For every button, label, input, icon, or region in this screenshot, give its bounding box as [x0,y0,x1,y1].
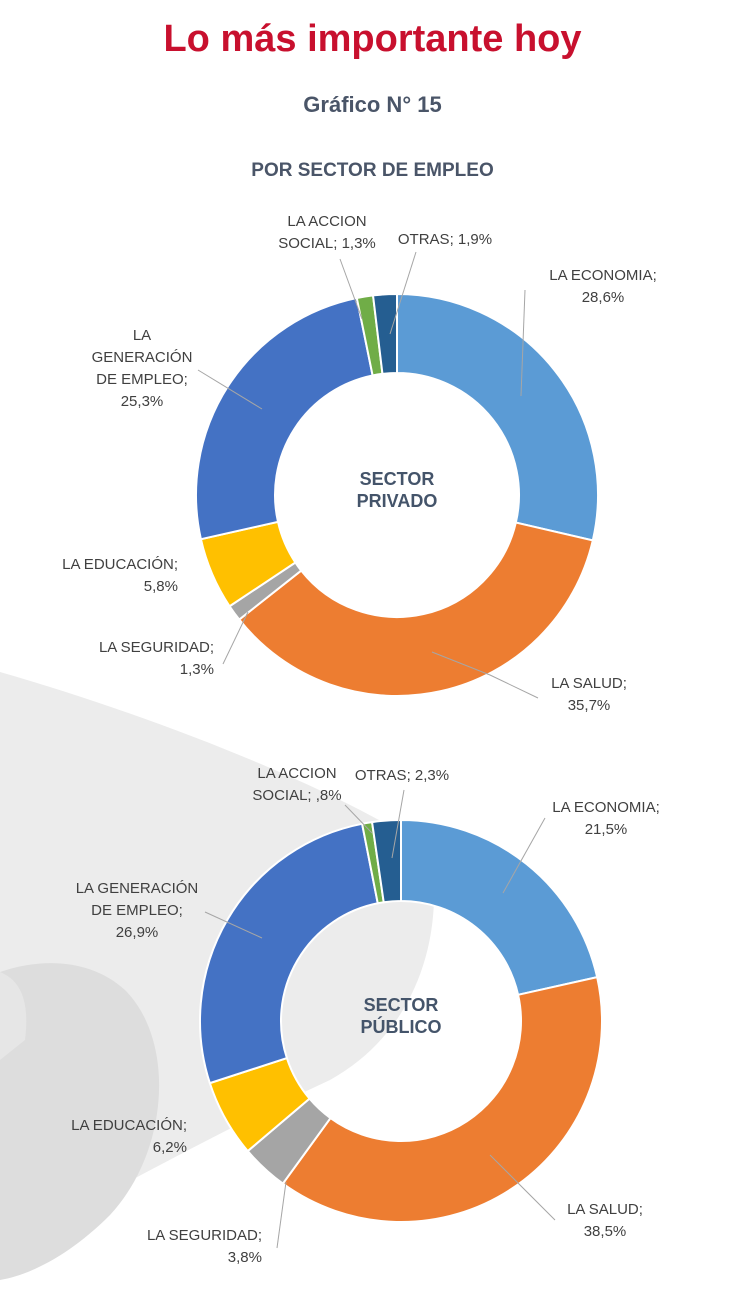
leader-line-la-accion-social [339,258,363,320]
data-label-la-educacion: LA EDUCACIÓN; 5,8% [62,556,178,595]
data-label-la-economia: LA ECONOMIA; 28,6% [549,267,657,306]
data-label-otras: OTRAS; 2,3% [355,767,449,784]
leader-line-la-seguridad [222,611,249,665]
slice-la-salud [237,521,595,697]
slice-la-generacion-de-empleo [199,822,379,1085]
chart-number: Gráfico N° 15 [303,92,442,117]
leader-line-la-accion-social [344,804,373,834]
data-label-la-generacion-de-empleo: LA GENERACIÓN DE EMPLEO; 25,3% [92,327,193,410]
data-label-otras: OTRAS; 1,9% [398,231,492,248]
data-label-la-seguridad: LA SEGURIDAD; 3,8% [147,1227,262,1266]
center-label: SECTOR PRIVADO [357,469,438,511]
data-label-la-salud: LA SALUD; 38,5% [567,1201,643,1240]
slice-la-generacion-de-empleo [195,296,374,541]
slice-otras [371,292,398,375]
leader-line-la-economia [502,817,546,894]
slice-la-salud [281,975,603,1223]
data-label-la-generacion-de-empleo: LA GENERACIÓN DE EMPLEO; 26,9% [76,880,199,941]
leader-line-la-economia [520,289,526,397]
data-label-la-economia: LA ECONOMIA; 21,5% [552,799,660,838]
leader-line-la-generacion-de-empleo [204,911,263,939]
donut-chart-1: LA ECONOMIA; 28,6% LA SALUD; 35,7% LA SEGURI… [62,213,657,714]
data-label-la-accion-social: LA ACCION SOCIAL; 1,3% [278,213,376,252]
slice-otras [370,818,402,904]
data-label-la-educacion: LA EDUCACIÓN; 6,2% [71,1117,187,1156]
leader-line-la-salud [489,1154,556,1221]
leader-line-otras [391,789,405,859]
data-label-la-accion-social: LA ACCION SOCIAL; ,8% [252,765,341,804]
slice-la-economia [396,292,599,542]
donut-chart-2: LA ECONOMIA; 21,5% LA SALUD; 38,5% LA SEGURI… [71,765,660,1266]
leader-line-la-generacion-de-empleo [197,369,263,410]
chart-subtitle: POR SECTOR DE EMPLEO [251,160,494,181]
leader-line-la-seguridad [276,1181,287,1249]
leader-line-otras [389,251,417,335]
leader-line-la-salud [431,651,539,699]
page-title: Lo más importante hoy [163,18,582,60]
slice-la-economia [400,818,599,997]
data-label-la-salud: LA SALUD; 35,7% [551,675,627,714]
data-label-la-seguridad: LA SEGURIDAD; 1,3% [99,639,214,678]
center-label: SECTOR PÚBLICO [361,995,442,1037]
